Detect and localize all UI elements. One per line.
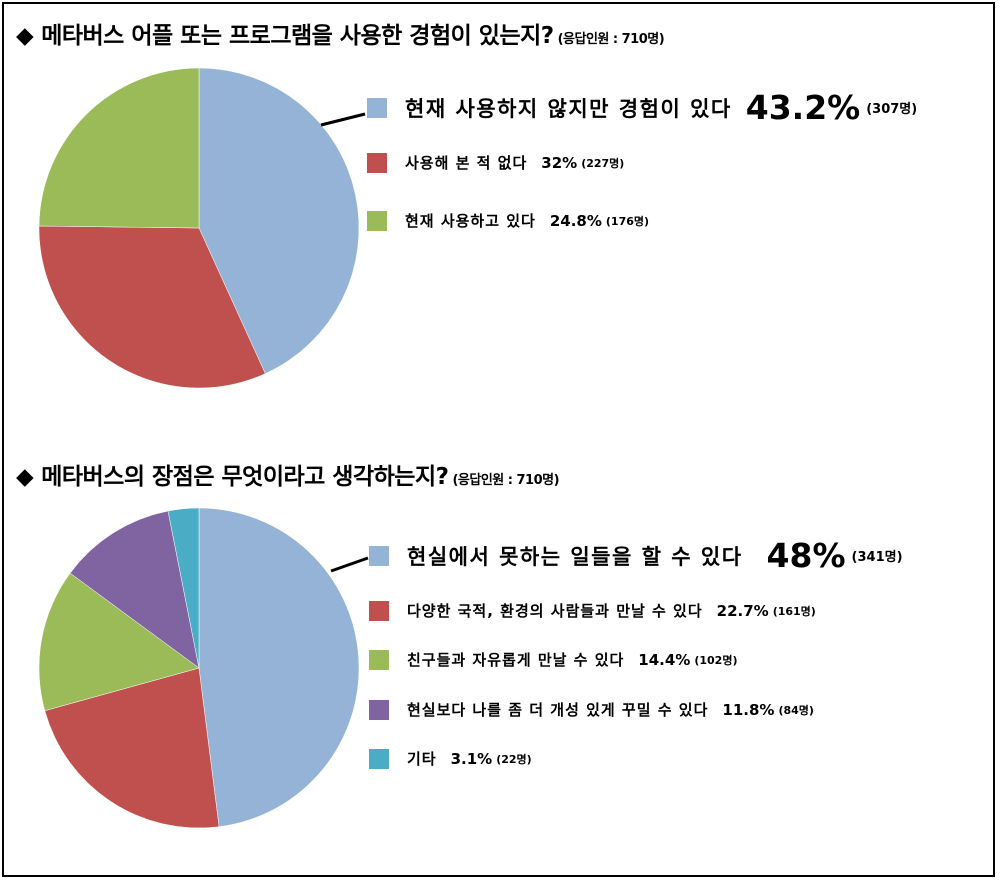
legend-item: 현실보다 나를 좀 더 개성 있게 꾸밀 수 있다 11.8% (84명) [369,699,814,720]
chart-2-title: ◆ 메타버스의 장점은 무엇이라고 생각하는지? (응답인원 : 710명) [16,457,560,491]
pie-slice-1 [198,507,360,828]
legend-percent: 14.4% [638,650,691,669]
legend-count: (341명) [851,550,903,565]
legend-swatch [367,152,387,173]
legend-label: 현재 사용하지 않지만 경험이 있다 [405,96,732,121]
legend-label: 친구들과 자유롭게 만날 수 있다 [407,651,625,669]
diamond-icon: ◆ [16,464,34,490]
pie-chart-1 [38,67,360,389]
legend-count: (307명) [866,102,918,117]
legend-count: (84명) [778,703,814,717]
legend-swatch [369,600,389,621]
legend-percent: 43.2% [745,88,861,127]
legend-percent: 3.1% [450,749,493,768]
pie-slice-5 [167,507,200,669]
legend-count: (22명) [496,752,532,766]
legend-count: (176명) [605,214,650,228]
legend-label: 현재 사용하고 있다 [405,212,536,230]
chart-1-respondents: (응답인원 : 710명) [557,32,665,47]
legend-swatch [367,210,387,231]
pie-slice-2 [44,667,220,829]
legend-label: 다양한 국적, 환경의 사람들과 만날 수 있다 [407,602,703,620]
pie-chart-2 [38,507,360,829]
chart-1-title-text: 메타버스 어플 또는 프로그램을 사용한 경험이 있는지? [41,23,554,49]
chart-2-respondents: (응답인원 : 710명) [452,473,560,488]
legend-percent: 22.7% [716,601,769,620]
pie-slice-2 [38,225,266,389]
legend-percent: 24.8% [549,211,602,230]
legend-item: 사용해 본 적 없다 32% (227명) [367,152,624,173]
legend-label: 기타 [407,750,437,768]
legend-item: 친구들과 자유롭게 만날 수 있다 14.4% (102명) [369,649,737,670]
legend-swatch [369,649,389,670]
legend-swatch [369,699,389,720]
legend-count: (227명) [581,156,625,170]
legend-swatch [367,97,387,118]
legend-percent: 32% [541,153,578,172]
chart-2-leader-line [330,556,369,573]
legend-percent: 48% [766,536,846,575]
legend-label: 현실에서 못하는 일들을 할 수 있다 [407,544,743,569]
legend-swatch [369,545,389,566]
legend-item: 현실에서 못하는 일들을 할 수 있다 48% (341명) [369,536,903,575]
pie-slice-4 [69,510,200,669]
chart-1-leader-line [320,112,366,127]
legend-item: 현재 사용하지 않지만 경험이 있다 43.2% (307명) [367,88,917,127]
legend-label: 현실보다 나를 좀 더 개성 있게 꾸밀 수 있다 [407,701,709,719]
legend-item: 기타 3.1% (22명) [369,748,532,769]
legend-percent: 11.8% [722,700,775,719]
pie-slice-3 [38,67,200,229]
diamond-icon: ◆ [16,23,34,49]
legend-swatch [369,748,389,769]
legend-label: 사용해 본 적 없다 [405,154,528,172]
chart-1-title: ◆ 메타버스 어플 또는 프로그램을 사용한 경험이 있는지? (응답인원 : 71… [16,16,665,50]
legend-item: 현재 사용하고 있다 24.8% (176명) [367,210,649,231]
pie-slice-3 [38,572,200,712]
chart-2-title-text: 메타버스의 장점은 무엇이라고 생각하는지? [41,464,449,490]
legend-count: (102명) [694,653,738,667]
pie-slice-1 [198,67,360,374]
legend-count: (161명) [772,604,816,618]
legend-item: 다양한 국적, 환경의 사람들과 만날 수 있다 22.7% (161명) [369,600,816,621]
